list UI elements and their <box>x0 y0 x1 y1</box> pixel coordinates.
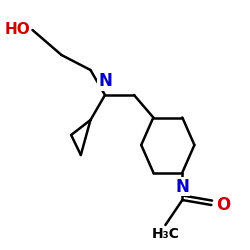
Text: H₃C: H₃C <box>152 228 179 241</box>
Text: O: O <box>216 196 230 214</box>
Text: N: N <box>176 178 189 196</box>
Text: N: N <box>98 72 112 90</box>
Text: HO: HO <box>4 22 30 38</box>
